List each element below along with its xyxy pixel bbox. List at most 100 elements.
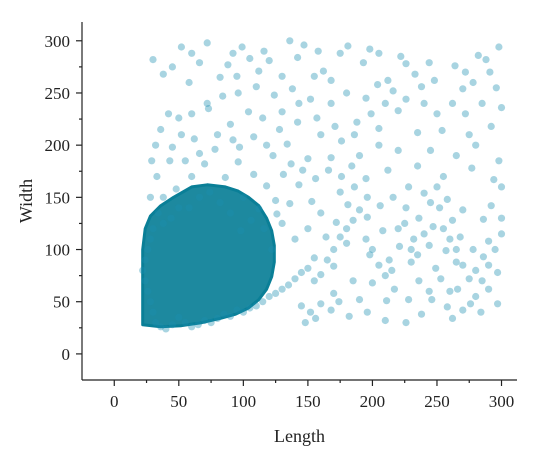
scatter-point (278, 108, 286, 116)
scatter-point (148, 157, 156, 165)
scatter-point (430, 76, 438, 84)
scatter-point (306, 95, 315, 103)
scatter-point (448, 216, 457, 224)
y-tick-label: 50 (53, 293, 70, 312)
y-tick-label: 150 (45, 188, 71, 207)
scatter-point (275, 125, 284, 134)
scatter-point (478, 99, 486, 107)
scatter-point (297, 268, 305, 277)
scatter-point (485, 285, 493, 293)
scatter-point (304, 264, 312, 272)
scatter-point (168, 143, 176, 151)
scatter-point (494, 268, 502, 277)
y-tick-label: 300 (45, 32, 71, 51)
scatter-point (226, 312, 234, 320)
scatter-point (436, 204, 444, 212)
scatter-point (402, 204, 410, 212)
scatter-point (494, 300, 502, 308)
scatter-point (181, 157, 189, 165)
scatter-point (273, 210, 281, 218)
scatter-point (255, 67, 263, 75)
scatter-point (381, 99, 389, 107)
scatter-point (375, 49, 383, 57)
scatter-point (336, 233, 344, 241)
scatter-point (459, 261, 467, 269)
scatter-point (349, 216, 357, 224)
x-tick-label: 150 (295, 392, 321, 411)
scatter-point (313, 114, 321, 122)
scatter-point (294, 53, 302, 62)
scatter-point (201, 316, 209, 325)
x-tick-label: 300 (489, 392, 515, 411)
scatter-point (384, 166, 392, 174)
x-tick-label: 250 (424, 392, 450, 411)
scatter-point (487, 202, 495, 210)
x-tick-label: 100 (231, 392, 257, 411)
scatter-point (384, 76, 392, 84)
scatter-point (414, 162, 422, 170)
scatter-point (246, 304, 254, 312)
scatter-point (295, 99, 303, 107)
scatter-point (485, 237, 493, 245)
scatter-point (247, 216, 255, 224)
scatter-point (443, 195, 451, 203)
scatter-point (465, 131, 473, 139)
scatter-point (294, 118, 302, 126)
scatter-point (206, 188, 214, 196)
scatter-point (284, 281, 293, 289)
scatter-point (459, 85, 467, 93)
scatter-point (363, 308, 371, 316)
scatter-point (272, 196, 280, 205)
scatter-point (229, 136, 237, 144)
scatter-point (237, 227, 245, 235)
scatter-point (486, 68, 494, 76)
scatter-point (439, 172, 447, 181)
scatter-point (288, 85, 296, 93)
scatter-point (270, 91, 278, 99)
scatter-point (255, 205, 263, 213)
scatter-point (355, 206, 364, 214)
scatter-point (459, 206, 467, 214)
scatter-point (317, 300, 325, 308)
scatter-point (394, 146, 402, 154)
scatter-point (405, 296, 413, 304)
scatter-point (324, 166, 333, 174)
x-tick-label: 0 (110, 392, 119, 411)
scatter-point (167, 214, 175, 222)
scatter-point (203, 39, 211, 47)
scatter-point (426, 146, 435, 154)
scatter-point (495, 157, 503, 165)
scatter-point (312, 314, 320, 322)
scatter-point (317, 131, 325, 139)
scatter-point (402, 319, 410, 327)
scatter-point (279, 170, 287, 178)
scatter-point (310, 72, 318, 80)
y-axis-title: Width (16, 179, 36, 223)
scatter-point (166, 157, 174, 165)
scatter-point (466, 300, 475, 308)
scatter-point (411, 70, 419, 78)
scatter-point (250, 133, 258, 141)
scatter-point (201, 160, 209, 168)
scatter-point (291, 235, 299, 243)
scatter-point (149, 56, 157, 64)
scatter-point (468, 164, 476, 172)
scatter-point (185, 204, 193, 212)
scatter-point (438, 126, 446, 135)
scatter-point (190, 135, 198, 143)
scatter-point (226, 209, 234, 217)
scatter-point (348, 162, 356, 170)
x-tick-label: 200 (360, 392, 386, 411)
scatter-point (394, 225, 402, 233)
scatter-point (149, 308, 157, 316)
scatter-point (330, 262, 338, 270)
scatter-point (301, 319, 309, 327)
scatter-point (362, 235, 370, 243)
scatter-point (497, 214, 506, 222)
scatter-point (157, 323, 165, 331)
scatter-point (332, 218, 340, 226)
scatter-point (295, 181, 303, 189)
scatter-point (195, 59, 204, 67)
scatter-point (446, 287, 454, 295)
scatter-point (286, 200, 294, 208)
